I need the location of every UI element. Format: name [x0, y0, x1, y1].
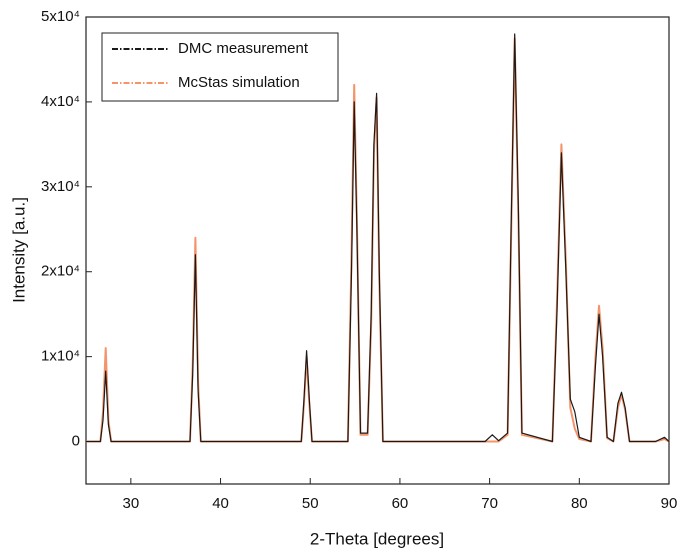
legend-label: McStas simulation — [178, 74, 300, 91]
y-tick-label: 4x10⁴ — [41, 93, 80, 110]
x-tick-label: 70 — [481, 495, 498, 512]
x-tick-label: 50 — [302, 495, 319, 512]
y-axis-label: Intensity [a.u.] — [9, 197, 28, 303]
x-tick-label: 40 — [212, 495, 229, 512]
legend-box — [101, 32, 339, 102]
x-axis-label: 2-Theta [degrees] — [310, 529, 444, 548]
x-tick-label: 80 — [571, 495, 588, 512]
y-tick-label: 0 — [72, 433, 80, 450]
x-tick-label: 30 — [123, 495, 140, 512]
legend-label: DMC measurement — [178, 40, 309, 57]
x-tick-label: 60 — [392, 495, 409, 512]
y-tick-label: 3x10⁴ — [41, 178, 80, 195]
y-tick-label: 2x10⁴ — [41, 263, 80, 280]
data-line — [86, 33, 670, 443]
y-tick-label: 1x10⁴ — [41, 348, 80, 365]
y-tick-label: 5x10⁴ — [41, 8, 80, 25]
x-tick-label: 90 — [661, 495, 678, 512]
plot-frame — [85, 16, 670, 485]
